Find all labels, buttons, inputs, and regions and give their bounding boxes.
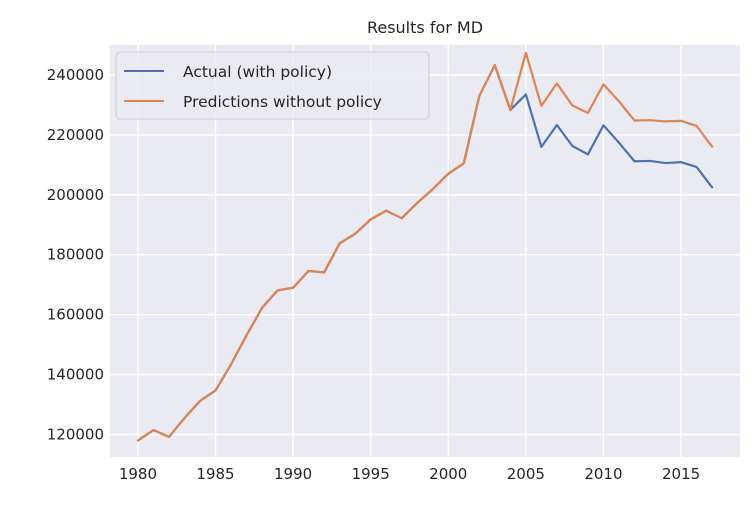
y-tick-label: 120000 <box>47 426 104 444</box>
y-tick-labels: 120000 140000 160000 180000 200000 220000 2400… <box>47 66 104 444</box>
y-tick-label: 200000 <box>47 186 104 204</box>
legend-box <box>115 51 430 120</box>
series-lines <box>136 51 714 442</box>
x-tick-label: 2000 <box>429 465 467 483</box>
y-tick-label: 240000 <box>47 66 104 84</box>
x-tick-label: 2010 <box>584 465 622 483</box>
x-tick-labels: 1980 1985 1990 1995 2000 2005 2010 2015 <box>119 465 700 483</box>
legend-label-actual: Actual (with policy) <box>183 63 332 81</box>
legend: Actual (with policy) Predictions without… <box>115 51 430 120</box>
y-tick-label: 180000 <box>47 246 104 264</box>
y-tick-label: 220000 <box>47 126 104 144</box>
y-tick-label: 160000 <box>47 306 104 324</box>
chart-title: Results for MD <box>367 18 483 37</box>
x-tick-label: 2015 <box>662 465 700 483</box>
y-tick-label: 140000 <box>47 366 104 384</box>
x-tick-label: 1985 <box>196 465 234 483</box>
x-tick-label: 2005 <box>507 465 545 483</box>
series-line-predictions <box>136 51 714 442</box>
x-tick-label: 1990 <box>274 465 312 483</box>
legend-label-predictions: Predictions without policy <box>183 93 382 111</box>
x-tick-label: 1995 <box>352 465 390 483</box>
x-tick-label: 1980 <box>119 465 157 483</box>
